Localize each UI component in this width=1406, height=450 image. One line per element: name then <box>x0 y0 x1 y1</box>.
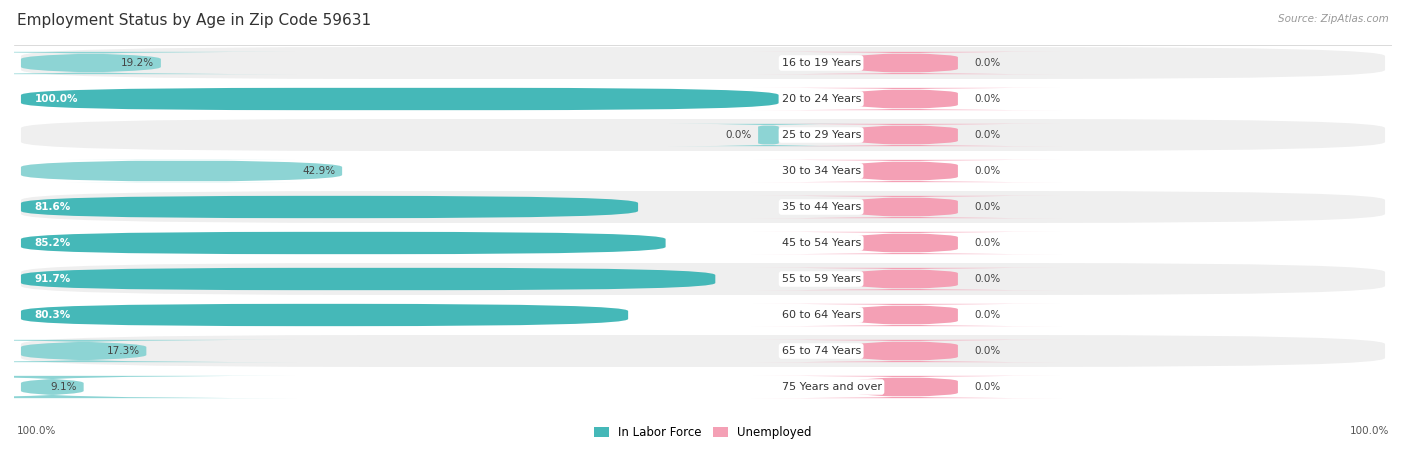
FancyBboxPatch shape <box>21 191 1385 223</box>
Text: 85.2%: 85.2% <box>35 238 70 248</box>
FancyBboxPatch shape <box>21 371 1385 403</box>
FancyBboxPatch shape <box>751 88 1062 110</box>
FancyBboxPatch shape <box>21 232 665 254</box>
Text: 75 Years and over: 75 Years and over <box>782 382 882 392</box>
FancyBboxPatch shape <box>21 160 342 182</box>
Text: 42.9%: 42.9% <box>302 166 335 176</box>
FancyBboxPatch shape <box>21 47 1385 79</box>
Text: 60 to 64 Years: 60 to 64 Years <box>782 310 860 320</box>
Text: 80.3%: 80.3% <box>35 310 70 320</box>
FancyBboxPatch shape <box>751 340 1062 362</box>
Text: 91.7%: 91.7% <box>35 274 70 284</box>
Text: 55 to 59 Years: 55 to 59 Years <box>782 274 860 284</box>
Text: 0.0%: 0.0% <box>974 130 1001 140</box>
FancyBboxPatch shape <box>0 340 297 362</box>
FancyBboxPatch shape <box>21 227 1385 259</box>
Text: 0.0%: 0.0% <box>974 94 1001 104</box>
FancyBboxPatch shape <box>21 335 1385 367</box>
Text: 0.0%: 0.0% <box>974 202 1001 212</box>
Text: 0.0%: 0.0% <box>974 310 1001 320</box>
Text: 20 to 24 Years: 20 to 24 Years <box>782 94 860 104</box>
FancyBboxPatch shape <box>21 119 1385 151</box>
Text: 35 to 44 Years: 35 to 44 Years <box>782 202 860 212</box>
FancyBboxPatch shape <box>21 304 628 326</box>
Text: 25 to 29 Years: 25 to 29 Years <box>782 130 860 140</box>
FancyBboxPatch shape <box>0 376 297 398</box>
FancyBboxPatch shape <box>21 83 1385 115</box>
FancyBboxPatch shape <box>751 196 1062 218</box>
FancyBboxPatch shape <box>751 376 1062 398</box>
Text: 0.0%: 0.0% <box>974 58 1001 68</box>
Text: Source: ZipAtlas.com: Source: ZipAtlas.com <box>1278 14 1389 23</box>
Legend: In Labor Force, Unemployed: In Labor Force, Unemployed <box>589 422 817 444</box>
Text: 0.0%: 0.0% <box>725 130 751 140</box>
Text: 0.0%: 0.0% <box>974 382 1001 392</box>
FancyBboxPatch shape <box>21 196 638 218</box>
Text: Employment Status by Age in Zip Code 59631: Employment Status by Age in Zip Code 596… <box>17 14 371 28</box>
FancyBboxPatch shape <box>0 52 297 74</box>
Text: 9.1%: 9.1% <box>51 382 77 392</box>
FancyBboxPatch shape <box>751 160 1062 182</box>
Text: 30 to 34 Years: 30 to 34 Years <box>782 166 860 176</box>
Text: 19.2%: 19.2% <box>121 58 155 68</box>
Text: 100.0%: 100.0% <box>1350 427 1389 436</box>
Text: 100.0%: 100.0% <box>17 427 56 436</box>
FancyBboxPatch shape <box>21 263 1385 295</box>
FancyBboxPatch shape <box>751 52 1062 74</box>
Text: 81.6%: 81.6% <box>35 202 70 212</box>
Text: 45 to 54 Years: 45 to 54 Years <box>782 238 860 248</box>
FancyBboxPatch shape <box>669 124 869 146</box>
Text: 0.0%: 0.0% <box>974 166 1001 176</box>
Text: 65 to 74 Years: 65 to 74 Years <box>782 346 860 356</box>
Text: 17.3%: 17.3% <box>107 346 139 356</box>
FancyBboxPatch shape <box>751 124 1062 146</box>
Text: 0.0%: 0.0% <box>974 274 1001 284</box>
FancyBboxPatch shape <box>751 304 1062 326</box>
FancyBboxPatch shape <box>21 155 1385 187</box>
Text: 100.0%: 100.0% <box>35 94 79 104</box>
Text: 0.0%: 0.0% <box>974 238 1001 248</box>
FancyBboxPatch shape <box>21 268 716 290</box>
FancyBboxPatch shape <box>21 299 1385 331</box>
FancyBboxPatch shape <box>21 88 779 110</box>
Text: 16 to 19 Years: 16 to 19 Years <box>782 58 860 68</box>
FancyBboxPatch shape <box>751 268 1062 290</box>
Text: 0.0%: 0.0% <box>974 346 1001 356</box>
FancyBboxPatch shape <box>751 232 1062 254</box>
